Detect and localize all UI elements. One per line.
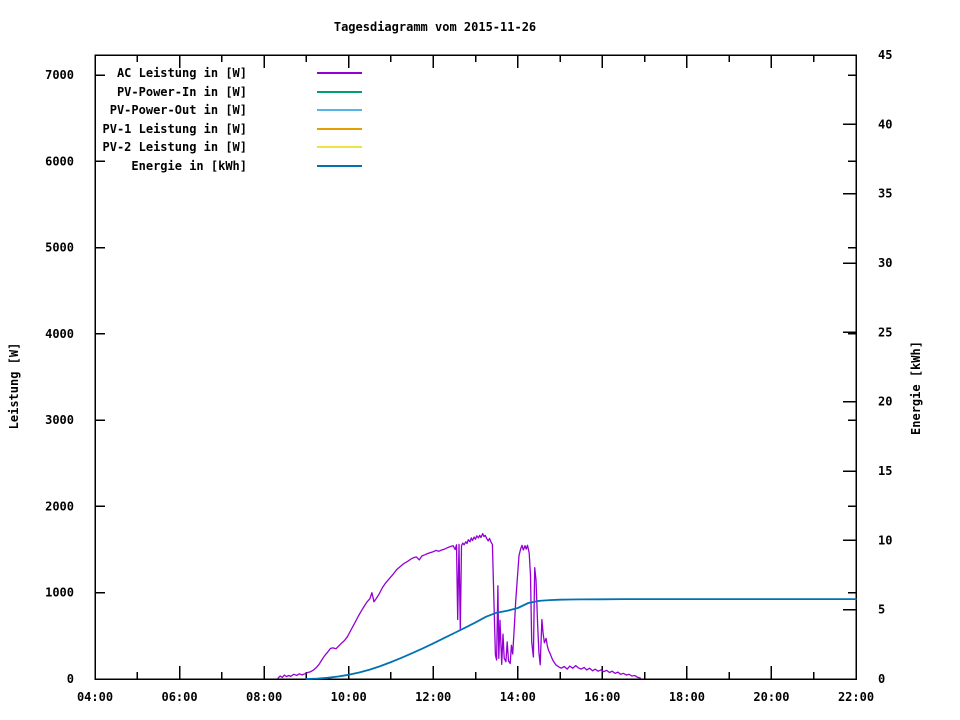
- x-tick-label: 14:00: [500, 690, 536, 704]
- y-left-tick-label: 0: [67, 672, 74, 686]
- x-tick-label: 16:00: [584, 690, 620, 704]
- legend-item: AC Leistung in [W]: [0, 64, 380, 82]
- legend-item-label: PV-Power-In in [W]: [116, 84, 247, 99]
- series-ac-leistung-in-w-: [277, 532, 642, 679]
- y-left-tick-label: 3000: [45, 413, 74, 427]
- y-right-tick-label: 45: [878, 48, 892, 62]
- y-axis-right-ticks: 0 5 10 15 20 25 30 35 40 45: [843, 48, 892, 686]
- legend-item-label: PV-1 Leistung in [W]: [102, 121, 248, 136]
- x-tick-label: 18:00: [669, 690, 705, 704]
- y-right-tick-label: 35: [878, 187, 892, 201]
- legend-item: PV-Power-Out in [W]: [0, 101, 380, 119]
- x-axis-ticks: 04:00 06:00 08:00 10:00 12:00 14:00 16:00 18:00…: [77, 55, 874, 704]
- legend-color-line: [317, 127, 362, 130]
- x-tick-label: 04:00: [77, 690, 113, 704]
- y-left-tick-label: 5000: [45, 241, 74, 255]
- y-right-tick-label: 30: [878, 256, 892, 270]
- legend-item-label: PV-2 Leistung in [W]: [102, 140, 248, 155]
- y-right-tick-label: 10: [878, 533, 892, 547]
- legend-color-line: [317, 72, 362, 74]
- y-left-tick-label: 4000: [45, 327, 74, 341]
- y-right-tick-label: 5: [878, 603, 885, 617]
- y-left-tick-label: 7000: [45, 68, 74, 82]
- legend-color-line: [317, 165, 362, 167]
- legend-item: PV-2 Leistung in [W]: [0, 138, 380, 156]
- x-tick-label: 22:00: [838, 690, 874, 704]
- legend-item: PV-Power-In in [W]: [0, 83, 380, 101]
- legend-item: PV-1 Leistung in [W]: [0, 120, 380, 138]
- y-left-tick-label: 6000: [45, 154, 74, 168]
- legend-color-line: [317, 146, 362, 149]
- legend-item: Energie in [kWh]: [0, 157, 380, 175]
- y-right-tick-label: 0: [878, 672, 885, 686]
- x-tick-label: 08:00: [246, 690, 282, 704]
- legend-item-label: AC Leistung in [W]: [116, 66, 247, 80]
- series-energie-in-kwh-: [305, 598, 857, 680]
- y-right-tick-label: 15: [878, 464, 892, 478]
- y-right-tick-label: 25: [878, 325, 892, 339]
- legend-item-label: PV-Power-Out in [W]: [109, 103, 247, 118]
- y-axis-left-ticks: 0 1000 2000 3000 4000 5000 6000 7000: [45, 68, 856, 686]
- x-tick-label: 20:00: [753, 690, 789, 704]
- legend-color-line: [317, 90, 362, 93]
- legend-item-label: Energie in [kWh]: [131, 159, 247, 173]
- y-right-tick-label: 20: [878, 395, 892, 409]
- chart-title: Tagesdiagramm vom 2015-11-26: [333, 20, 537, 34]
- legend-color-line: [317, 109, 362, 112]
- x-tick-label: 10:00: [331, 690, 367, 704]
- x-tick-label: 06:00: [161, 690, 197, 704]
- y-left-tick-label: 1000: [45, 586, 74, 600]
- y-right-tick-label: 40: [878, 117, 892, 131]
- x-tick-label: 12:00: [415, 690, 451, 704]
- y-left-tick-label: 2000: [45, 499, 74, 513]
